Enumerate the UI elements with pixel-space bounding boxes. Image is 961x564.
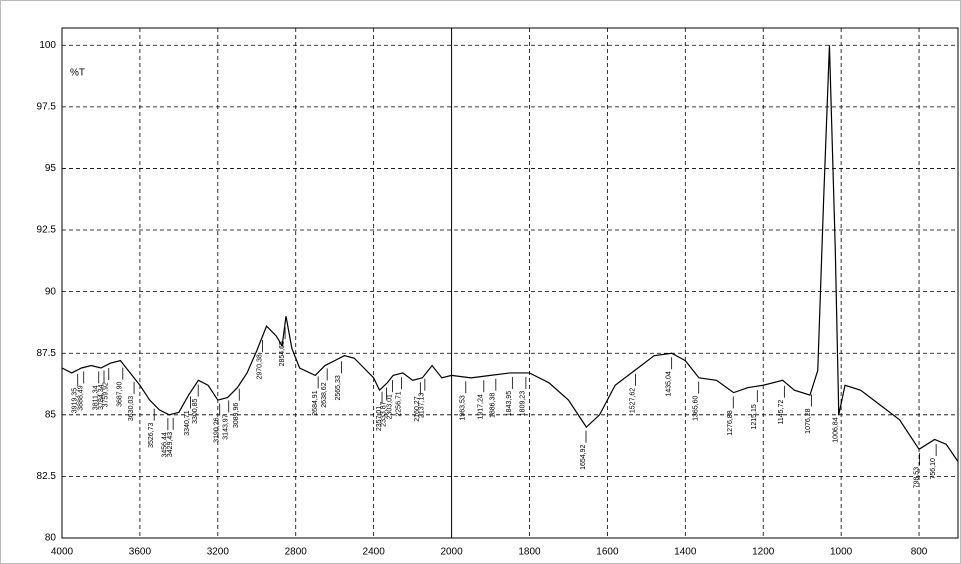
annotation-label: 3429,43: [167, 432, 174, 457]
x-tick-label: 3600: [129, 547, 152, 558]
annotation-label: 3190,26: [214, 417, 221, 442]
y-tick-label: 95: [45, 163, 57, 174]
annotation-label: 3340,71: [184, 410, 191, 435]
x-tick-label: 1600: [596, 547, 619, 558]
annotation-label: 3687,90: [117, 382, 124, 407]
annotation-label: 2638,62: [321, 382, 328, 407]
annotation-label: 1276,88: [727, 410, 734, 435]
annotation-label: 1215,15: [751, 404, 758, 429]
x-tick-label: 1800: [518, 547, 541, 558]
annotation-label: 1654,92: [580, 445, 587, 470]
annotation-label: 2684,91: [312, 390, 319, 415]
y-tick-label: 92.5: [37, 225, 57, 236]
annotation-label: 1809,23: [520, 391, 527, 416]
annotation-label: 3526,73: [148, 423, 155, 448]
annotation-label: 3759,92: [103, 382, 110, 407]
annotation-label: 3811,34: [93, 385, 100, 410]
y-tick-label: 87.5: [37, 348, 57, 359]
y-tick-label: 97.5: [37, 101, 57, 112]
x-tick-label: 2000: [440, 547, 463, 558]
x-tick-label: 800: [911, 547, 928, 558]
y-axis-label: %T: [70, 68, 85, 79]
annotation-label: 2137,13: [419, 393, 426, 418]
annotation-label: 1076,28: [805, 408, 812, 433]
x-tick-label: 1200: [752, 547, 775, 558]
annotation-label: 3919,35: [72, 388, 79, 413]
x-tick-label: 1000: [830, 547, 853, 558]
annotation-label: 3784,34: [98, 384, 105, 409]
annotation-label: 3888,49: [78, 385, 85, 410]
x-tick-label: 2400: [363, 547, 386, 558]
y-tick-label: 80: [45, 533, 57, 544]
annotation-label: 2357,01: [376, 406, 383, 431]
x-tick-label: 3200: [207, 547, 230, 558]
annotation-label: 1886,38: [490, 393, 497, 418]
annotation-label: 1843,95: [506, 391, 513, 416]
annotation-label: 3630,03: [128, 396, 135, 421]
y-tick-label: 85: [45, 409, 57, 420]
x-tick-label: 1400: [674, 547, 697, 558]
annotation-label: 2970,38: [256, 354, 263, 379]
annotation-label: 2854,65: [279, 341, 286, 366]
annotation-label: 1527,62: [629, 388, 636, 413]
spectrum-line: [61, 45, 959, 462]
y-tick-label: 82.5: [37, 471, 57, 482]
annotation-label: 1365,60: [693, 396, 700, 421]
annotation-label: 1917,24: [478, 394, 485, 419]
annotation-label: 2303,01: [386, 394, 393, 419]
annotation-label: 1963,53: [460, 395, 467, 420]
annotation-label: 1435,04: [666, 371, 673, 396]
annotation-label: 756,10: [930, 458, 937, 480]
annotation-label: 2256,71: [395, 391, 402, 416]
y-tick-label: 90: [45, 286, 57, 297]
x-tick-label: 2800: [285, 547, 308, 558]
annotation-label: 3089,96: [233, 403, 240, 428]
annotation-label: 1006,84: [832, 417, 839, 442]
annotation-label: 798,53: [913, 467, 920, 489]
annotation-label: 3456,44: [162, 432, 169, 457]
y-tick-label: 100: [39, 40, 56, 51]
annotation-label: 2333,87: [380, 401, 387, 426]
annotation-label: 1145,72: [778, 400, 785, 425]
annotation-label: 2160,27: [414, 396, 421, 421]
x-tick-label: 4000: [51, 547, 74, 558]
annotation-label: 2565,33: [335, 375, 342, 400]
annotation-label: 3143,97: [223, 414, 230, 439]
annotation-label: 3300,85: [192, 399, 199, 424]
